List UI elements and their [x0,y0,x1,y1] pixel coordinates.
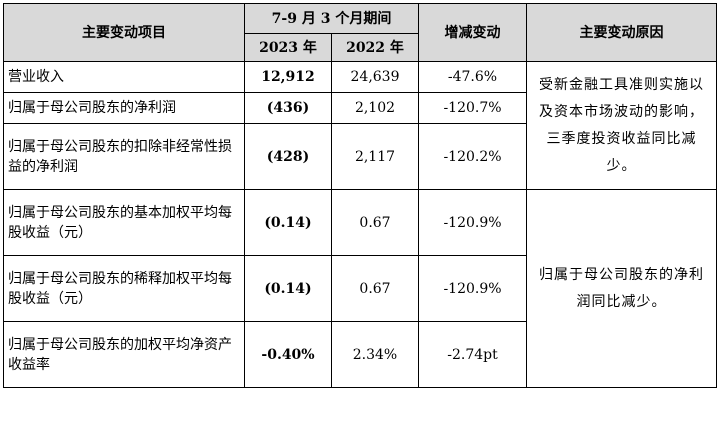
row-change: -120.9% [418,189,527,256]
row-2022: 2,117 [331,123,419,190]
row-2023: (436) [244,92,332,124]
row-2023: (0.14) [244,189,332,256]
header-change: 增减变动 [418,3,527,62]
row-change: -120.9% [418,255,527,322]
row-item: 营业收入 [3,61,245,93]
header-2022: 2022 年 [331,33,419,62]
row-2023: (0.14) [244,255,332,322]
table-row: 归属于母公司股东的扣除非经常性损益的净利润 (428) 2,117 -120.2… [3,123,717,190]
reason-net-profit: 归属于母公司股东的净利润同比减少。 [526,189,717,388]
row-item: 归属于母公司股东的加权平均净资产收益率 [3,321,245,388]
header-2023: 2023 年 [244,33,332,62]
row-item: 归属于母公司股东的稀释加权平均每股收益（元） [3,255,245,322]
row-change: -120.7% [418,92,527,124]
row-item: 归属于母公司股东的净利润 [3,92,245,124]
header-period: 7-9 月 3 个月期间 [244,3,419,34]
header-reason: 主要变动原因 [526,3,717,62]
row-item: 归属于母公司股东的基本加权平均每股收益（元） [3,189,245,256]
table-row: 归属于母公司股东的基本加权平均每股收益（元） (0.14) 0.67 -120.… [3,189,717,388]
header-item: 主要变动项目 [3,3,245,62]
table-row: 归属于母公司股东的加权平均净资产收益率 -0.40% 2.34% -2.74pt [3,321,717,388]
table-row: 营业收入 12,912 24,639 -47.6% 受新金融工具准则实施以及资本… [3,61,717,190]
table-row: 归属于母公司股东的净利润 (436) 2,102 -120.7% [3,92,717,124]
row-2022: 2.34% [331,321,419,388]
financial-changes-table: 主要变动项目 7-9 月 3 个月期间 增减变动 主要变动原因 2023 年 2… [3,3,717,388]
row-change: -120.2% [418,123,527,190]
row-2022: 2,102 [331,92,419,124]
row-2023: (428) [244,123,332,190]
row-2023: 12,912 [244,61,332,93]
row-change: -2.74pt [418,321,527,388]
reason-investment-income: 受新金融工具准则实施以及资本市场波动的影响，三季度投资收益同比减少。 [526,61,717,190]
row-2022: 24,639 [331,61,419,93]
row-item: 归属于母公司股东的扣除非经常性损益的净利润 [3,123,245,190]
row-2023: -0.40% [244,321,332,388]
row-2022: 0.67 [331,189,419,256]
row-2022: 0.67 [331,255,419,322]
row-change: -47.6% [418,61,527,93]
